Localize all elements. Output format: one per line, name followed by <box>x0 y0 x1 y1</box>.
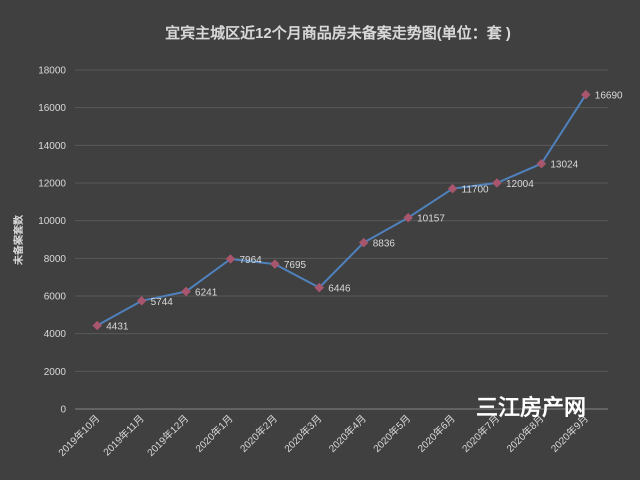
y-tick-label: 18000 <box>38 66 66 77</box>
data-point-marker <box>92 320 103 331</box>
x-tick-label: 2020年3月 <box>281 412 324 455</box>
x-tick-label: 2019年12月 <box>144 412 191 459</box>
data-point-marker <box>225 254 236 264</box>
series-line <box>96 94 587 327</box>
data-labels: 4431 5744 6241 7964 7695 6446 8836 10157 11700 12… <box>106 91 623 333</box>
data-label: 10157 <box>417 214 445 225</box>
data-point-marker <box>358 237 369 248</box>
y-tick-label: 4000 <box>44 329 67 340</box>
y-tick-label: 14000 <box>38 141 66 152</box>
y-tick-label: 12000 <box>38 179 66 190</box>
data-label: 5744 <box>151 297 174 308</box>
data-point-marker <box>403 212 413 223</box>
y-tick-label: 10000 <box>38 216 66 227</box>
y-tick-label: 2000 <box>44 367 67 378</box>
series-layer <box>92 89 591 331</box>
data-point-marker <box>136 295 147 306</box>
watermark-logo: 三江房产网 <box>476 396 587 421</box>
y-axis-title: 未备案套数 <box>12 214 25 266</box>
x-tick-label: 2020年4月 <box>326 412 369 455</box>
y-tick-label: 8000 <box>44 254 67 265</box>
x-tick-label: 2020年2月 <box>237 412 280 455</box>
data-label: 8836 <box>373 239 396 250</box>
chart-title: 宜宾主城区近12个月商品房未备案走势图(单位：套 ) <box>165 24 511 42</box>
data-label: 4431 <box>106 322 129 333</box>
x-tick-label: 2020年6月 <box>415 412 458 455</box>
data-point-marker <box>181 286 191 297</box>
x-tick-label: 2019年11月 <box>100 412 146 458</box>
data-point-marker <box>492 178 502 188</box>
y-tick-label: 16000 <box>38 103 66 114</box>
x-tick-label: 2020年5月 <box>370 412 413 455</box>
data-label: 6241 <box>195 287 218 298</box>
x-tick-label: 2020年1月 <box>193 412 236 455</box>
data-label: 6446 <box>328 284 351 295</box>
data-point-marker <box>447 183 458 194</box>
data-point-marker <box>270 259 280 269</box>
data-label: 13024 <box>550 160 578 171</box>
data-point-marker <box>314 282 325 293</box>
data-label: 12004 <box>506 179 534 190</box>
data-label: 7964 <box>239 255 262 266</box>
y-tick-label: 6000 <box>44 292 67 303</box>
data-point-marker <box>580 89 591 100</box>
y-tick-label: 0 <box>60 405 66 416</box>
data-label: 16690 <box>595 91 623 102</box>
gridlines <box>75 69 608 372</box>
x-tick-label: 2019年10月 <box>55 412 102 459</box>
data-label: 7695 <box>284 260 307 271</box>
data-label: 11700 <box>462 185 490 196</box>
data-point-marker <box>536 158 547 169</box>
